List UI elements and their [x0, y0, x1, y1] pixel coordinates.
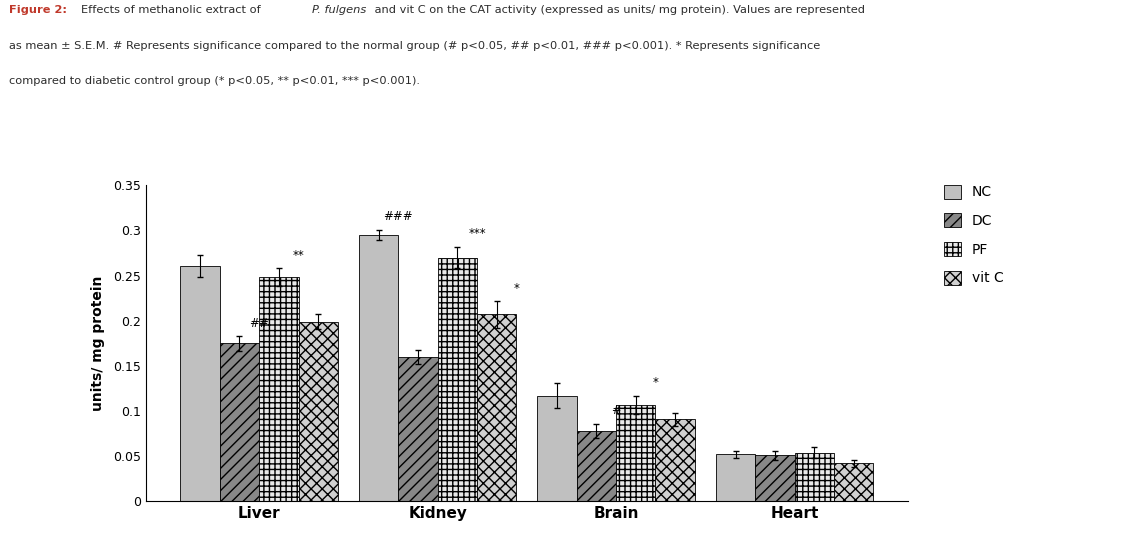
Bar	[180, 265, 220, 501]
Bar	[756, 455, 795, 501]
Text: Effects of methanolic extract of: Effects of methanolic extract of	[81, 5, 265, 15]
Text: Figure 2:: Figure 2:	[9, 5, 71, 15]
Text: ##: ##	[249, 317, 269, 330]
Bar	[437, 258, 478, 501]
Y-axis label: units/ mg protein: units/ mg protein	[91, 276, 104, 411]
Text: *: *	[513, 282, 519, 295]
Bar	[716, 455, 756, 501]
Bar	[359, 235, 398, 501]
Bar	[834, 463, 873, 501]
Bar	[478, 314, 517, 501]
Bar	[795, 453, 834, 501]
Text: ***: ***	[469, 227, 485, 240]
Bar	[576, 431, 617, 501]
Bar	[398, 357, 437, 501]
Text: compared to diabetic control group (* p<0.05, ** p<0.01, *** p<0.001).: compared to diabetic control group (* p<…	[9, 76, 420, 86]
Bar	[617, 405, 656, 501]
Bar	[537, 396, 576, 501]
Text: P. fulgens: P. fulgens	[312, 5, 365, 15]
Text: ###: ###	[383, 210, 413, 223]
Bar	[259, 277, 298, 501]
Bar	[656, 419, 695, 501]
Bar	[298, 322, 337, 501]
Text: *: *	[652, 377, 658, 390]
Text: #: #	[611, 404, 621, 417]
Text: **: **	[293, 249, 305, 262]
Bar	[220, 343, 259, 501]
Text: as mean ± S.E.M. # Represents significance compared to the normal group (# p<0.0: as mean ± S.E.M. # Represents significan…	[9, 41, 821, 51]
Legend: NC, DC, PF, vit C: NC, DC, PF, vit C	[938, 179, 1009, 291]
Text: and vit C on the CAT activity (expressed as units/ mg protein). Values are repre: and vit C on the CAT activity (expressed…	[371, 5, 865, 15]
